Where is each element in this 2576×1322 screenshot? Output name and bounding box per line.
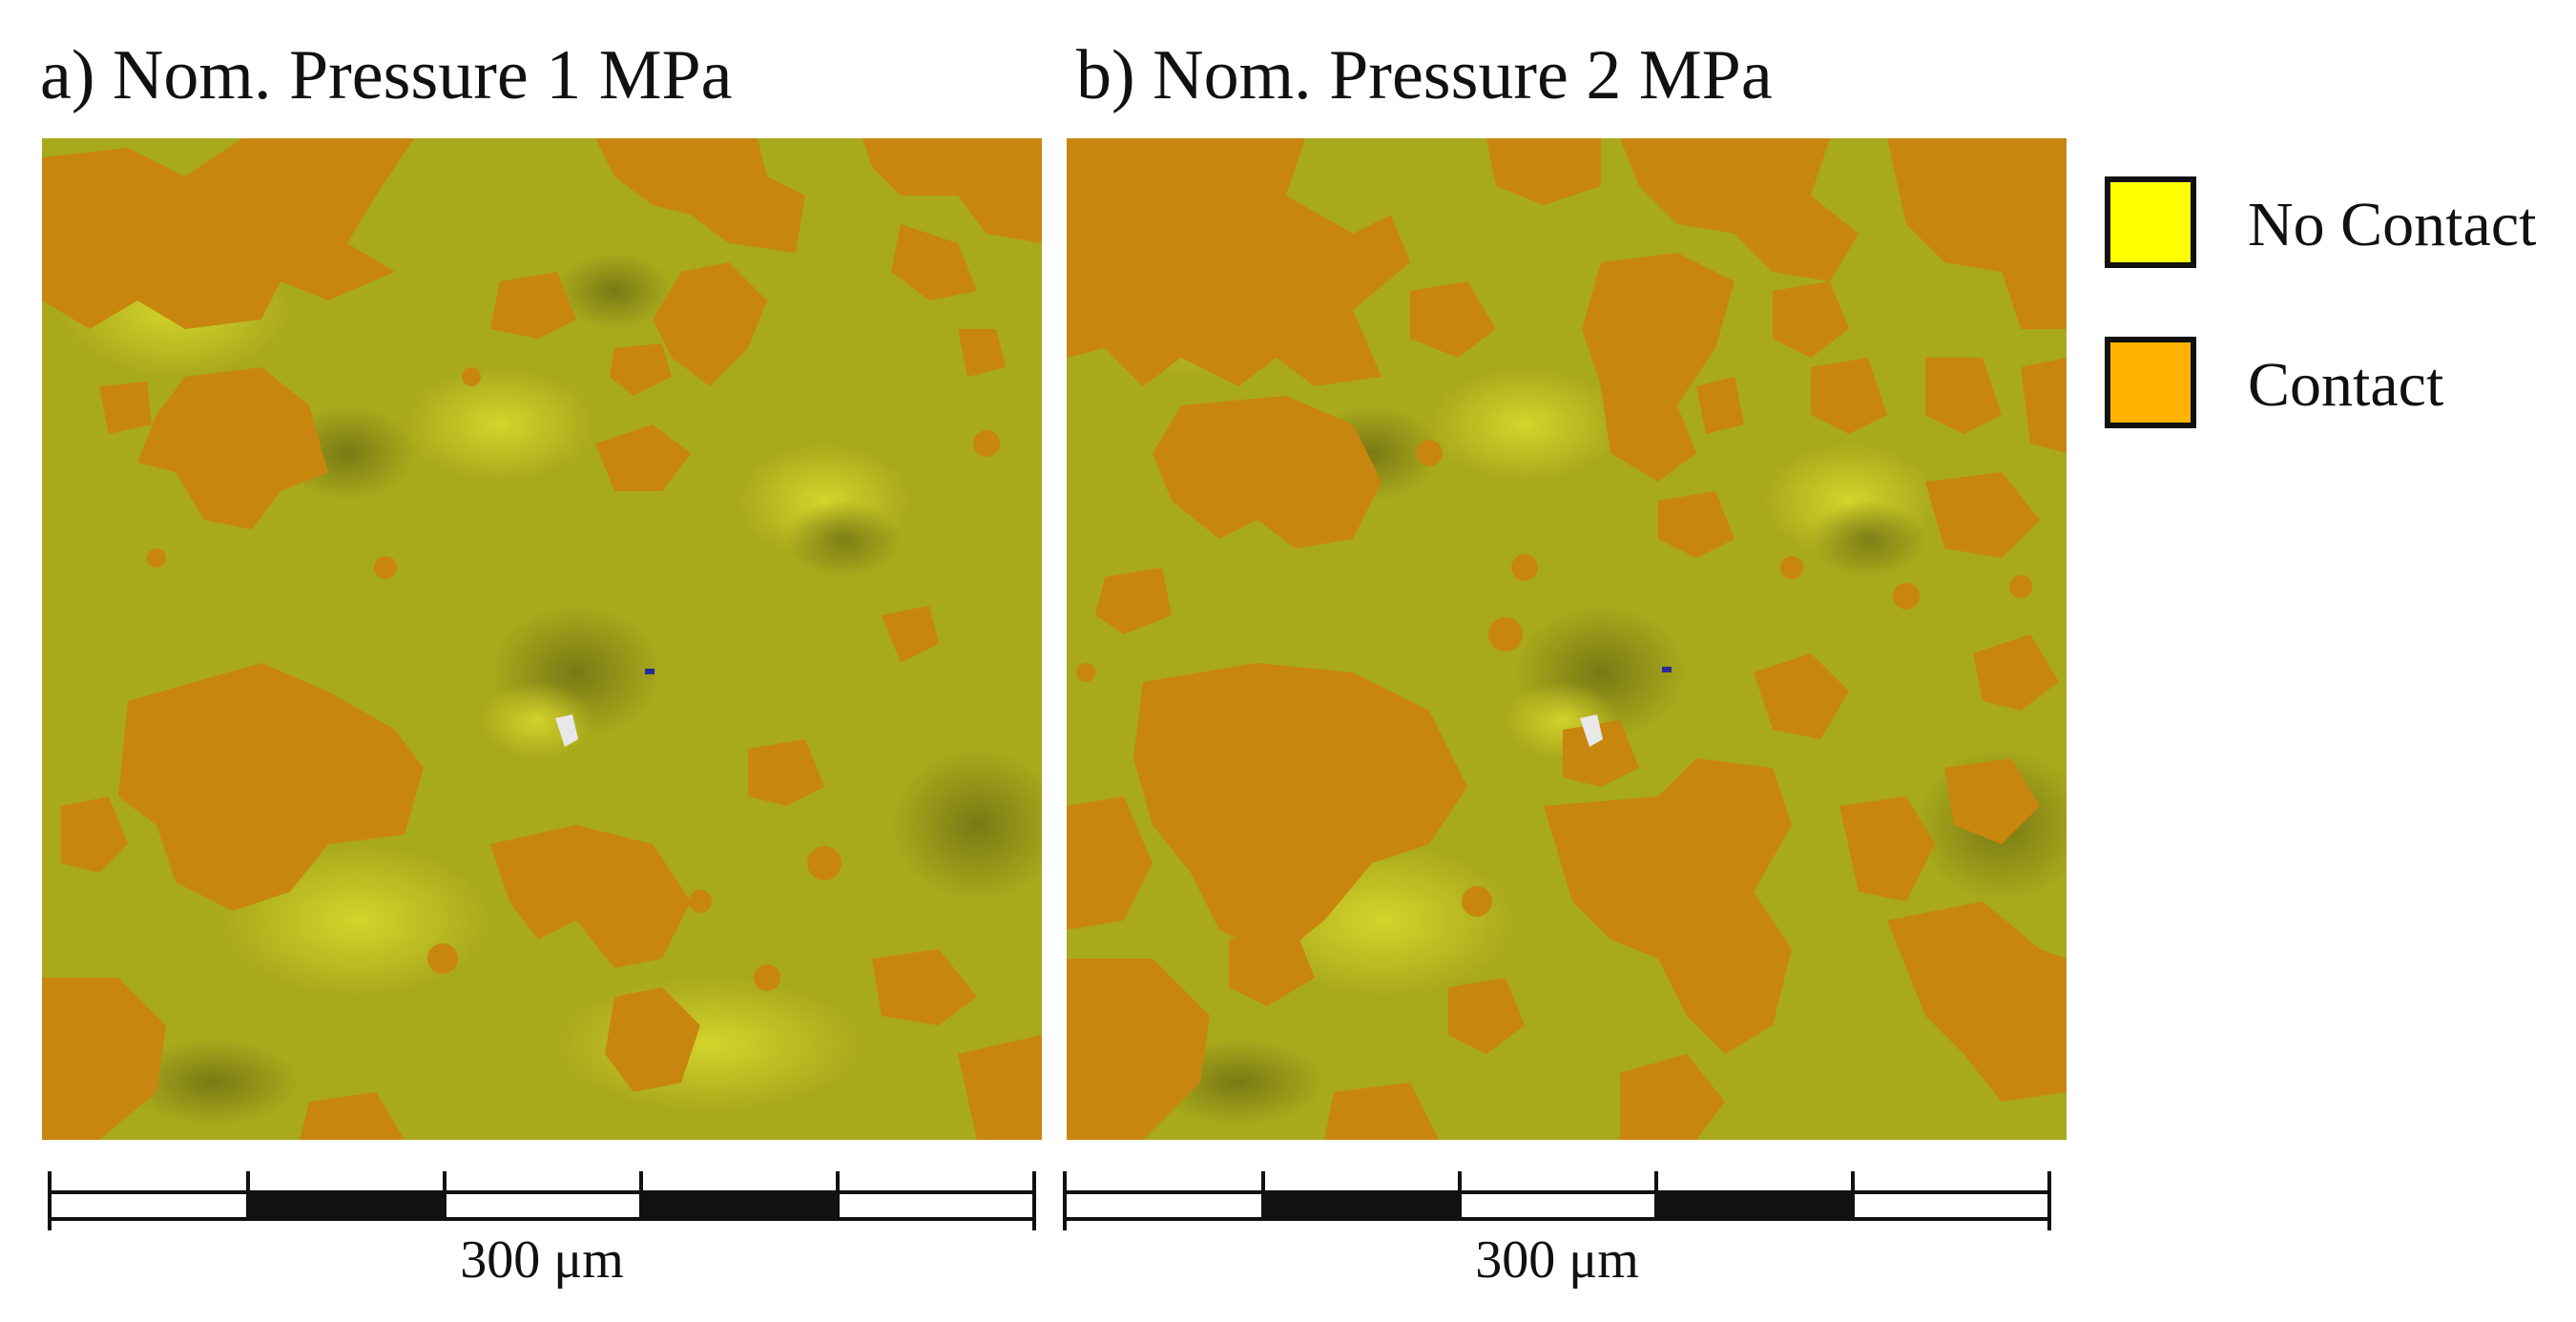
scale-bar-b [1057, 1171, 2057, 1234]
contact-map-a-image [42, 138, 1042, 1140]
legend-swatch-contact [2105, 337, 2196, 428]
panel-a-title: a) Nom. Pressure 1 MPa [40, 36, 733, 114]
legend-swatch-no-contact [2105, 176, 2196, 268]
scale-bar-a [42, 1171, 1042, 1234]
panel-b-title: b) Nom. Pressure 2 MPa [1076, 36, 1773, 114]
scale-bar-b-label: 300 μm [1475, 1230, 1639, 1290]
legend-label-no-contact: No Contact [2248, 190, 2537, 259]
contact-map-b [1067, 138, 2067, 1140]
contact-map-b-image [1067, 138, 2067, 1140]
contact-map-a [42, 138, 1042, 1140]
legend-label-contact: Contact [2248, 350, 2444, 420]
scale-bar-a-label: 300 μm [460, 1230, 624, 1290]
